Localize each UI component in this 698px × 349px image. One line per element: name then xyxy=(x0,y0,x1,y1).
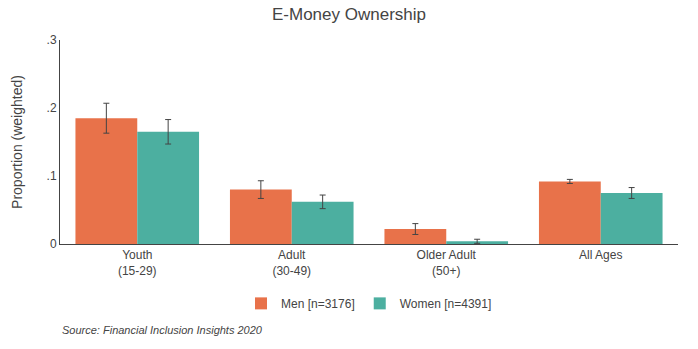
svg-text:.2: .2 xyxy=(47,101,57,115)
svg-text:.3: .3 xyxy=(47,33,57,47)
svg-text:E-Money Ownership: E-Money Ownership xyxy=(272,5,426,24)
svg-text:.1: .1 xyxy=(47,169,57,183)
svg-text:Women [n=4391]: Women [n=4391] xyxy=(400,297,492,311)
svg-text:Youth(15-29): Youth(15-29) xyxy=(118,248,157,278)
svg-text:0: 0 xyxy=(50,237,57,251)
svg-text:Adult(30-49): Adult(30-49) xyxy=(272,248,311,278)
svg-text:All Ages: All Ages xyxy=(579,248,622,262)
svg-text:Source: Financial Inclusion In: Source: Financial Inclusion Insights 202… xyxy=(62,324,263,336)
svg-text:Proportion (weighted): Proportion (weighted) xyxy=(9,75,25,209)
svg-text:Older Adult(50+): Older Adult(50+) xyxy=(417,248,477,278)
svg-text:Men [n=3176]: Men [n=3176] xyxy=(281,297,355,311)
